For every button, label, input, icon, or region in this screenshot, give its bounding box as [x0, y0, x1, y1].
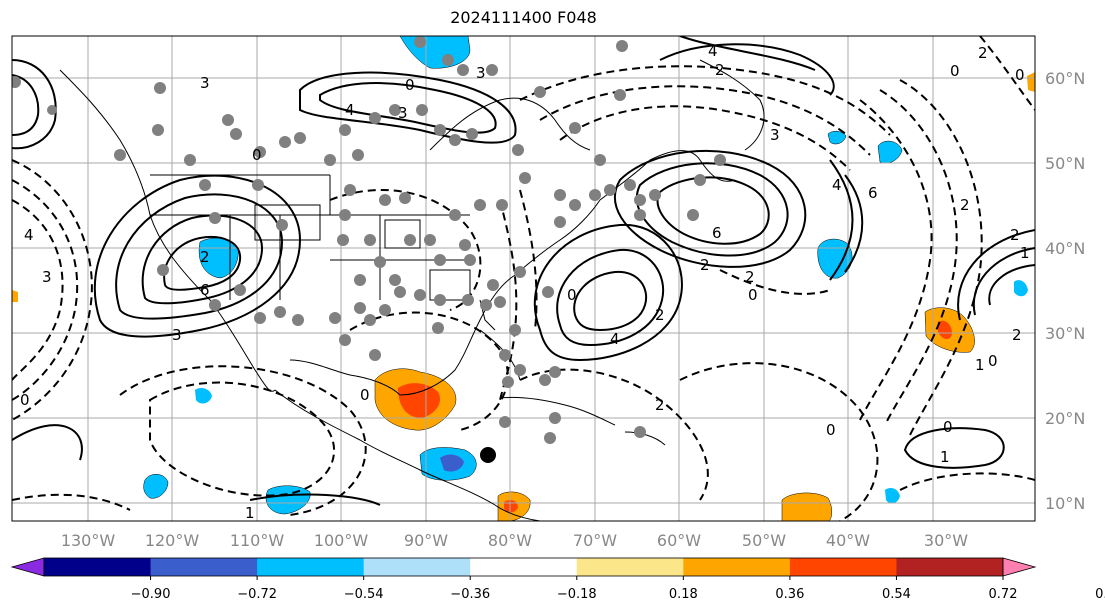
svg-text:0: 0: [20, 391, 30, 409]
svg-text:2: 2: [655, 396, 665, 414]
colorbar-segment: [257, 558, 365, 576]
shaded-regions: [12, 36, 1035, 521]
svg-text:2: 2: [960, 196, 970, 214]
svg-text:0: 0: [826, 421, 836, 439]
colorbar: −0.90 −0.72 −0.54 −0.36 −0.18 0.18 0.36 0.54 0.7…: [10, 557, 1105, 602]
svg-text:3: 3: [42, 268, 52, 286]
colorbar-tick-label: −0.72: [237, 587, 277, 602]
observation-dots: [12, 36, 726, 444]
colorbar-outline: [43, 557, 1004, 577]
svg-text:110°W: 110°W: [230, 531, 285, 550]
svg-text:0: 0: [748, 286, 758, 304]
svg-text:30°N: 30°N: [1045, 324, 1085, 343]
svg-text:40°W: 40°W: [826, 531, 870, 550]
svg-text:130°W: 130°W: [61, 531, 116, 550]
map-frame: [11, 35, 1036, 522]
colorbar-tick-label: 0.36: [775, 587, 804, 602]
colorbar-segment: [576, 558, 684, 576]
svg-text:4: 4: [24, 226, 34, 244]
longitude-labels: 130°W 120°W 110°W 100°W 90°W 80°W 70°W 6…: [61, 531, 968, 550]
svg-text:0: 0: [988, 352, 998, 370]
colorbar-segment: [789, 558, 897, 576]
svg-text:3: 3: [770, 126, 780, 144]
svg-text:10°N: 10°N: [1045, 494, 1085, 513]
colorbar-segment: [44, 558, 152, 576]
svg-text:2: 2: [200, 248, 210, 266]
svg-text:1: 1: [940, 448, 950, 466]
storm-center-marker: [480, 447, 496, 463]
svg-text:80°W: 80°W: [488, 531, 532, 550]
svg-text:3: 3: [398, 104, 408, 122]
colorbar-tick-label: 0.90: [1095, 587, 1105, 602]
map-title: 2024111400 F048: [450, 8, 597, 27]
svg-text:2: 2: [700, 256, 710, 274]
svg-text:2: 2: [745, 268, 755, 286]
latitude-labels: 60°N 50°N 40°N 30°N 20°N 10°N: [1045, 69, 1085, 513]
plot-area: [12, 36, 1035, 521]
svg-text:0: 0: [405, 76, 415, 94]
svg-text:70°W: 70°W: [573, 531, 617, 550]
svg-text:60°N: 60°N: [1045, 69, 1085, 88]
svg-text:3: 3: [200, 74, 210, 92]
colorbar-segment: [363, 558, 471, 576]
svg-text:1: 1: [245, 504, 255, 522]
colorbar-segment: [470, 558, 578, 576]
svg-text:90°W: 90°W: [404, 531, 448, 550]
svg-text:6: 6: [868, 184, 878, 202]
svg-text:4: 4: [708, 42, 718, 60]
svg-text:30°W: 30°W: [924, 531, 968, 550]
svg-text:50°N: 50°N: [1045, 154, 1085, 173]
svg-text:4: 4: [832, 176, 842, 194]
svg-text:20°N: 20°N: [1045, 409, 1085, 428]
svg-text:40°N: 40°N: [1045, 239, 1085, 258]
svg-text:100°W: 100°W: [314, 531, 369, 550]
svg-text:3: 3: [172, 326, 182, 344]
svg-text:6: 6: [712, 224, 722, 242]
svg-text:2: 2: [1012, 326, 1022, 344]
svg-text:60°W: 60°W: [657, 531, 701, 550]
colorbar-segment: [683, 558, 791, 576]
colorbar-tick-label: −0.54: [344, 587, 384, 602]
colorbar-tick-label: 0.18: [669, 587, 698, 602]
svg-text:2: 2: [655, 306, 665, 324]
gridlines: [12, 36, 1035, 521]
colorbar-extend-low: [10, 557, 45, 577]
svg-text:3: 3: [476, 64, 486, 82]
colorbar-tick-label: −0.90: [131, 587, 171, 602]
svg-text:4: 4: [610, 330, 620, 348]
svg-text:0: 0: [1015, 66, 1025, 84]
svg-text:50°W: 50°W: [742, 531, 786, 550]
colorbar-tick-label: −0.18: [557, 587, 597, 602]
svg-text:4: 4: [345, 101, 355, 119]
solid-contours: [12, 36, 1035, 506]
colorbar-tick-label: 0.54: [882, 587, 911, 602]
svg-text:2: 2: [1010, 226, 1020, 244]
svg-text:2: 2: [978, 44, 988, 62]
svg-text:0: 0: [567, 286, 577, 304]
svg-text:6: 6: [200, 281, 210, 299]
svg-text:2: 2: [715, 61, 725, 79]
colorbar-tick-label: 0.72: [989, 587, 1018, 602]
svg-text:0: 0: [360, 386, 370, 404]
svg-text:120°W: 120°W: [145, 531, 200, 550]
dashed-contours: [12, 36, 1035, 521]
svg-text:0: 0: [252, 146, 262, 164]
svg-text:0: 0: [943, 418, 953, 436]
colorbar-segment: [896, 558, 1004, 576]
contour-labels: 3 4 0 3 0 2 6 3 3 4 0 0 0 4 2 6 2 2 0 3 …: [20, 42, 1030, 522]
colorbar-tick-label: −0.36: [450, 587, 490, 602]
svg-text:0: 0: [950, 62, 960, 80]
colorbar-segment: [150, 558, 258, 576]
svg-text:1: 1: [975, 356, 985, 374]
colorbar-extend-high: [1002, 557, 1037, 577]
svg-text:1: 1: [1020, 244, 1030, 262]
